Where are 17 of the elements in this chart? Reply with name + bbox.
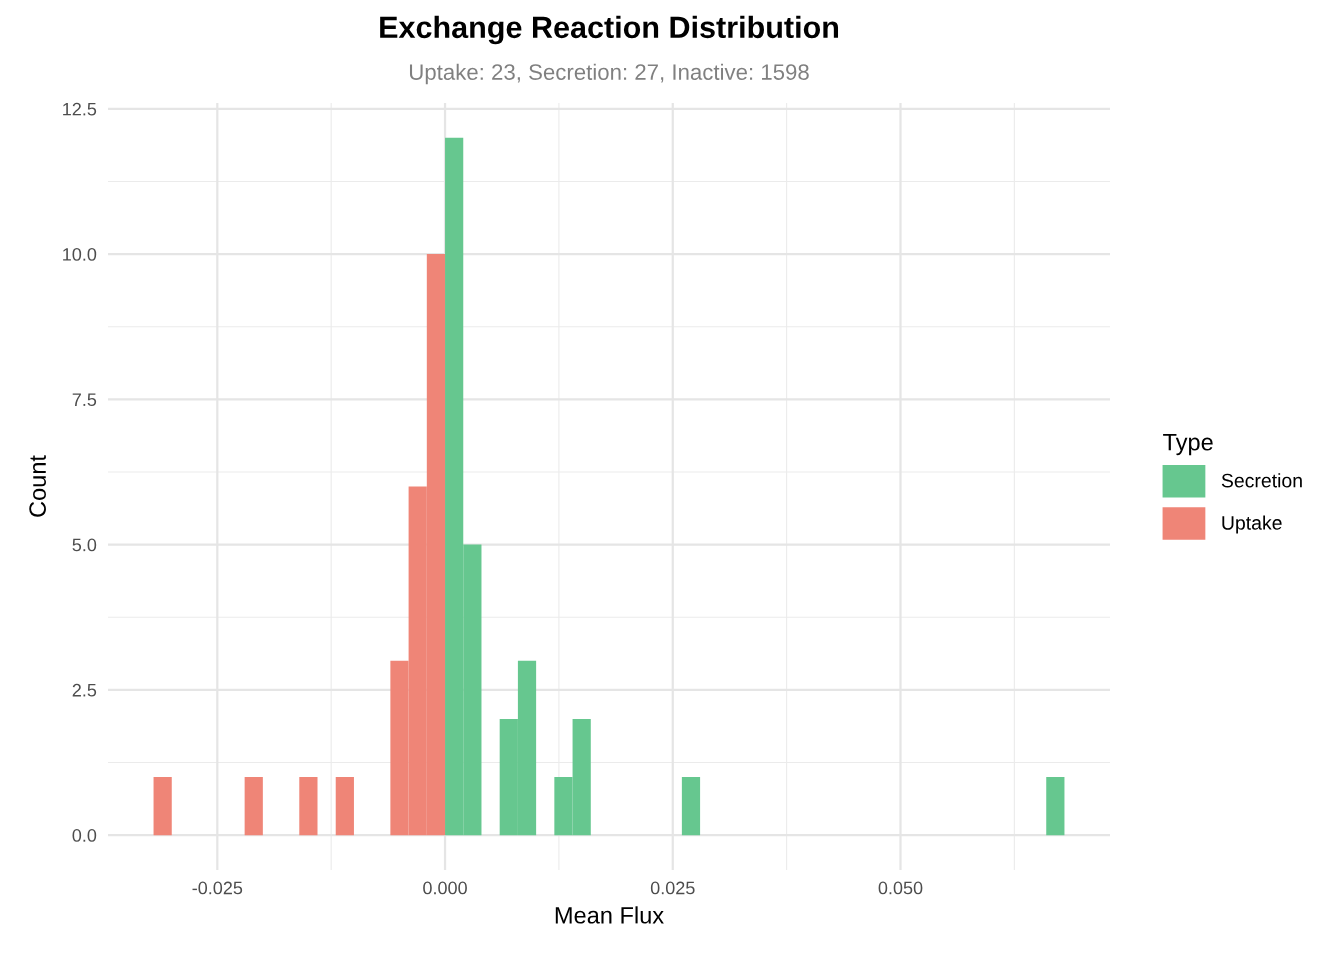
y-tick-label: 5.0 (72, 538, 97, 552)
chart-subtitle: Uptake: 23, Secretion: 27, Inactive: 1598 (409, 63, 809, 85)
x-tick-label: 0.025 (650, 881, 695, 895)
legend-label: Uptake (1222, 515, 1282, 534)
y-tick-label: 12.5 (63, 102, 97, 116)
x-axis-title: Mean Flux (555, 906, 664, 924)
y-tick-label: 7.5 (72, 393, 97, 407)
y-axis-title: Count (29, 455, 46, 517)
y-tick-label: 0.0 (72, 829, 97, 842)
x-tick-label: 0.000 (423, 881, 467, 895)
chart-title: Exchange Reaction Distribution (380, 15, 839, 45)
legend-title: Type (1163, 434, 1213, 456)
y-tick-label: 2.5 (72, 683, 97, 697)
x-tick-label: -0.025 (192, 881, 243, 895)
x-tick-label: 0.050 (878, 881, 923, 895)
y-tick-label: 10.0 (63, 248, 97, 261)
legend-label: Secretion (1221, 473, 1302, 488)
